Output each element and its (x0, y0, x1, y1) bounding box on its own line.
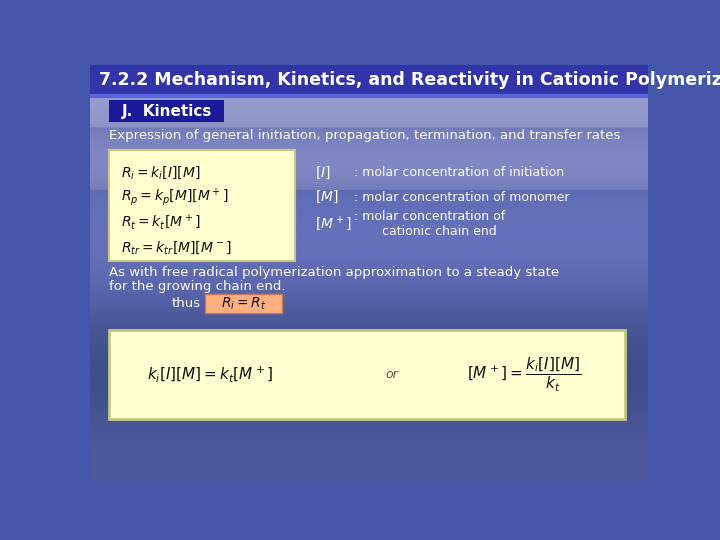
Text: $[M^+]$: $[M^+]$ (315, 215, 351, 233)
Text: : molar concentration of
       cationic chain end: : molar concentration of cationic chain … (354, 210, 505, 238)
Bar (109, 330, 625, 419)
Text: $R_p = k_p[M][M^+]$: $R_p = k_p[M][M^+]$ (121, 186, 228, 208)
Text: for the growing chain end.: for the growing chain end. (109, 280, 286, 293)
Bar (90, 65, 648, 96)
Text: $k_i[I][M] = k_t[M^+]$: $k_i[I][M] = k_t[M^+]$ (147, 364, 274, 384)
Text: $[M]$: $[M]$ (315, 189, 338, 205)
Bar (204, 294, 282, 313)
Text: $R_{tr} = k_{tr}[M][M^-]$: $R_{tr} = k_{tr}[M][M^-]$ (121, 239, 232, 255)
Text: or: or (386, 368, 399, 381)
Text: $[I]$: $[I]$ (315, 165, 330, 181)
Text: : molar concentration of initiation: : molar concentration of initiation (354, 166, 564, 179)
Text: As with free radical polymerization approximation to a steady state: As with free radical polymerization appr… (109, 266, 559, 279)
Text: thus: thus (171, 297, 200, 310)
Text: 7.2.2 Mechanism, Kinetics, and Reactivity in Cationic Polymerization: 7.2.2 Mechanism, Kinetics, and Reactivit… (99, 71, 720, 89)
Text: $[M^+] = \dfrac{k_i[I][M]}{k_t}$: $[M^+] = \dfrac{k_i[I][M]}{k_t}$ (467, 355, 581, 394)
Text: J.  Kinetics: J. Kinetics (122, 104, 212, 118)
Bar (109, 150, 295, 261)
Bar (109, 100, 224, 122)
Text: $R_i = k_i[I][M]$: $R_i = k_i[I][M]$ (121, 164, 200, 181)
Text: : molar concentration of monomer: : molar concentration of monomer (354, 191, 569, 204)
Text: $R_i = R_t$: $R_i = R_t$ (221, 295, 266, 312)
Text: $R_t = k_t[M^+]$: $R_t = k_t[M^+]$ (121, 213, 201, 232)
Text: Expression of general initiation, propagation, termination, and transfer rates: Expression of general initiation, propag… (109, 129, 621, 142)
